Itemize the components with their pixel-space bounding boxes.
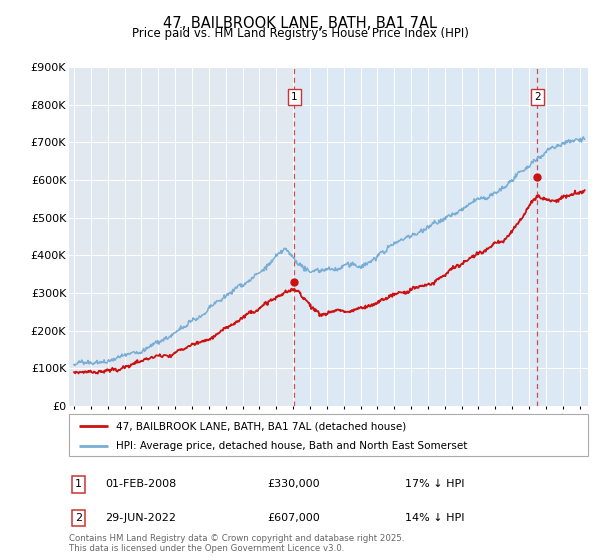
Text: 47, BAILBROOK LANE, BATH, BA1 7AL: 47, BAILBROOK LANE, BATH, BA1 7AL [163,16,437,31]
Text: Price paid vs. HM Land Registry's House Price Index (HPI): Price paid vs. HM Land Registry's House … [131,27,469,40]
Text: 17% ↓ HPI: 17% ↓ HPI [405,479,464,489]
Text: Contains HM Land Registry data © Crown copyright and database right 2025.
This d: Contains HM Land Registry data © Crown c… [69,534,404,553]
Text: 29-JUN-2022: 29-JUN-2022 [105,513,176,523]
Text: 14% ↓ HPI: 14% ↓ HPI [405,513,464,523]
Text: £607,000: £607,000 [267,513,320,523]
Text: 01-FEB-2008: 01-FEB-2008 [105,479,176,489]
Text: 1: 1 [291,92,298,102]
Bar [69,67,295,406]
Text: £330,000: £330,000 [267,479,320,489]
Text: 2: 2 [75,513,82,523]
FancyBboxPatch shape [69,414,588,456]
Text: 2: 2 [534,92,541,102]
Text: 1: 1 [75,479,82,489]
Text: HPI: Average price, detached house, Bath and North East Somerset: HPI: Average price, detached house, Bath… [116,441,467,451]
Text: 47, BAILBROOK LANE, BATH, BA1 7AL (detached house): 47, BAILBROOK LANE, BATH, BA1 7AL (detac… [116,421,406,431]
